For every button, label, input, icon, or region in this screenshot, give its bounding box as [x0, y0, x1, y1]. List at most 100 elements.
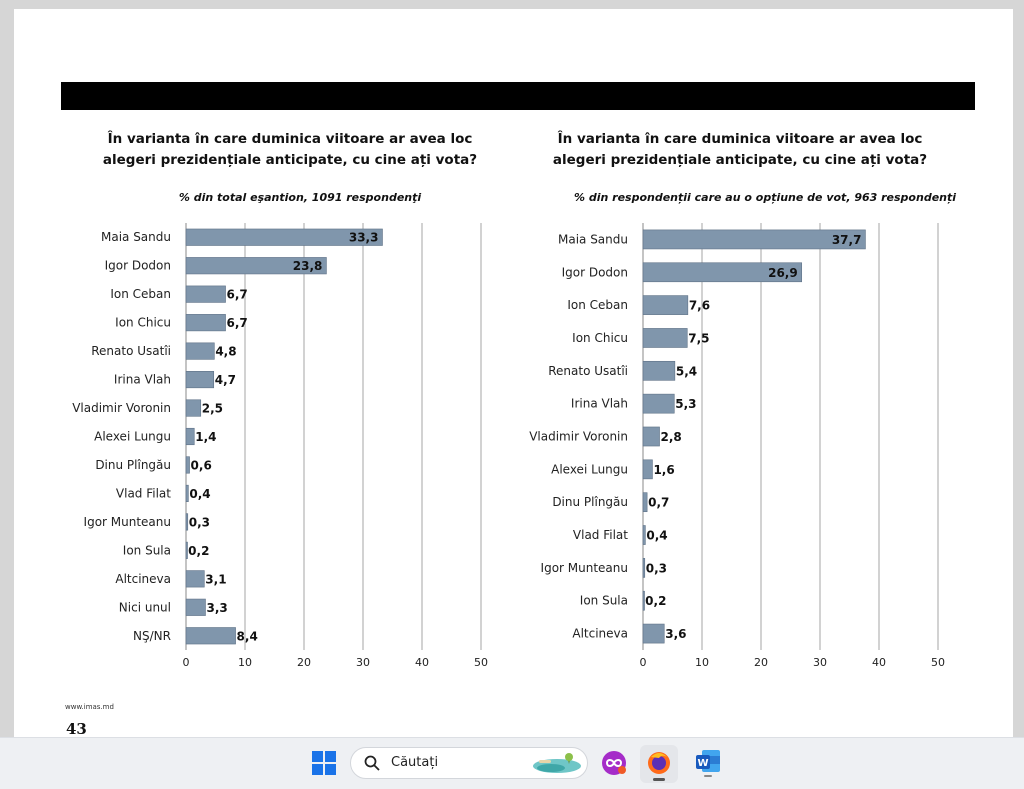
category-label: NŞ/NR	[133, 629, 171, 643]
bar	[185, 598, 206, 616]
category-label: Ion Sula	[123, 543, 171, 557]
taskbar-search-box[interactable]: Căutați	[350, 747, 588, 779]
data-label: 33,3	[349, 231, 379, 245]
category-label: Vladimir Voronin	[72, 401, 171, 415]
firefox-icon[interactable]	[640, 745, 678, 783]
category-label: Alexei Lungu	[94, 430, 171, 444]
bar	[185, 570, 205, 588]
data-label: 23,8	[293, 259, 323, 273]
data-label: 7,6	[689, 299, 710, 313]
data-label: 7,5	[688, 331, 709, 345]
word-icon[interactable]: W	[694, 748, 722, 778]
app-icon-infinity[interactable]	[601, 750, 627, 776]
bar	[642, 328, 688, 348]
data-label: 3,6	[665, 627, 686, 641]
data-label: 0,6	[191, 458, 212, 472]
category-label: Ion Chicu	[572, 331, 628, 345]
bar	[185, 342, 215, 360]
category-label: Nici unul	[119, 600, 171, 614]
bar	[185, 513, 189, 531]
data-label: 5,4	[676, 364, 697, 378]
x-tick-label: 40	[415, 656, 429, 669]
data-label: 6,7	[227, 316, 248, 330]
bar	[642, 360, 676, 381]
x-tick-label: 10	[695, 656, 709, 669]
data-label: 1,4	[195, 430, 216, 444]
bar	[642, 426, 660, 447]
data-label: 0,7	[648, 496, 669, 510]
bar	[185, 427, 195, 446]
bar	[185, 627, 236, 645]
data-label: 2,5	[202, 402, 223, 416]
search-icon	[364, 755, 380, 771]
search-highlight-icon	[531, 752, 583, 776]
category-label: Maia Sandu	[558, 232, 628, 246]
bar	[185, 371, 215, 389]
data-label: 0,2	[645, 594, 666, 608]
svg-text:W: W	[697, 758, 708, 769]
x-tick-label: 40	[872, 656, 886, 669]
bar	[642, 393, 675, 414]
bar	[642, 262, 803, 283]
data-label: 37,7	[832, 233, 862, 247]
bar	[185, 484, 189, 502]
category-label: Ion Sula	[580, 594, 628, 608]
data-label: 2,8	[661, 430, 682, 444]
data-label: 0,2	[188, 544, 209, 558]
x-tick-label: 30	[813, 656, 827, 669]
category-label: Dinu Plîngău	[95, 458, 171, 472]
bar	[185, 228, 383, 246]
bar	[185, 456, 190, 474]
category-label: Altcineva	[572, 627, 628, 641]
x-tick-label: 30	[356, 656, 370, 669]
data-label: 1,6	[653, 463, 674, 477]
data-label: 5,3	[675, 397, 696, 411]
bar	[185, 541, 188, 559]
page-number: 43	[66, 720, 87, 738]
data-label: 0,4	[189, 487, 210, 501]
category-label: Vladimir Voronin	[529, 430, 628, 444]
category-label: Renato Usatîi	[91, 344, 171, 358]
taskbar: Căutați W	[0, 737, 1024, 789]
bar	[642, 295, 689, 315]
left-chart-title: În varianta în care duminica viitoare ar…	[102, 131, 478, 168]
bar	[185, 285, 226, 303]
bar	[642, 525, 646, 545]
data-label: 0,3	[189, 515, 210, 529]
bar	[642, 492, 648, 513]
category-label: Ion Chicu	[115, 316, 171, 330]
x-tick-label: 50	[931, 656, 945, 669]
category-label: Dinu Plîngău	[552, 495, 628, 509]
data-label: 3,3	[206, 601, 227, 615]
data-label: 4,8	[215, 345, 236, 359]
left-chart-subtitle: % din total eşantion, 1091 respondenţi	[178, 191, 422, 204]
category-label: Igor Munteanu	[541, 561, 628, 575]
category-label: Irina Vlah	[571, 397, 628, 411]
x-tick-label: 50	[474, 656, 488, 669]
category-label: Alexei Lungu	[551, 462, 628, 476]
bar	[642, 459, 653, 480]
data-label: 4,7	[215, 373, 236, 387]
category-label: Igor Dodon	[562, 265, 628, 279]
bar	[642, 558, 646, 578]
category-label: Ion Ceban	[567, 298, 628, 312]
footer-url: www.imas.md	[65, 703, 114, 711]
bar	[642, 590, 645, 611]
category-label: Maia Sandu	[101, 230, 171, 244]
category-label: Vlad Filat	[116, 486, 171, 500]
data-label: 3,1	[205, 572, 226, 586]
right-chart-title: În varianta în care duminica viitoare ar…	[552, 131, 928, 168]
header-bar	[61, 82, 975, 110]
right-chart-subtitle: % din respondenții care au o opțiune de …	[573, 191, 957, 204]
x-tick-label: 0	[640, 656, 647, 669]
category-label: Ion Ceban	[110, 287, 171, 301]
data-label: 0,4	[646, 529, 667, 543]
category-label: Renato Usatîi	[548, 364, 628, 378]
x-tick-label: 10	[238, 656, 252, 669]
data-label: 26,9	[768, 266, 798, 280]
bar	[185, 399, 202, 417]
bar	[642, 229, 866, 250]
windows-start-icon[interactable]	[311, 750, 337, 776]
